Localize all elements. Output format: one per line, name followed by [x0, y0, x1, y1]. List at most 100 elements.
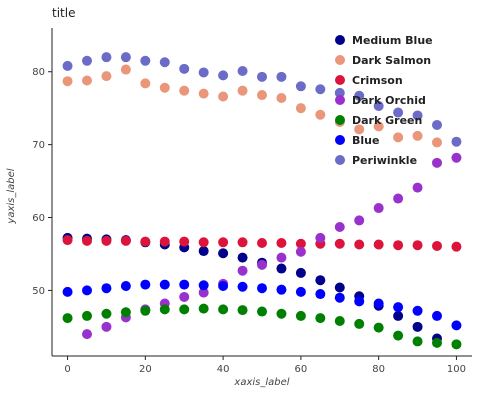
data-point-periwinkle [62, 60, 73, 71]
data-point-crimson [393, 240, 404, 251]
data-point-dark-orchid [295, 246, 306, 257]
data-point-dark-orchid [276, 252, 287, 263]
data-point-crimson [159, 236, 170, 247]
data-point-dark-green [432, 337, 442, 348]
data-point-periwinkle [373, 100, 384, 111]
data-point-dark-green [451, 339, 462, 350]
data-point-periwinkle [393, 107, 404, 118]
data-point-dark-orchid [257, 259, 267, 270]
chart-title: title [52, 6, 75, 20]
y-axis-label: yaxis_label [6, 168, 17, 224]
data-point-dark-salmon [237, 85, 248, 96]
data-point-dark-salmon [179, 85, 190, 96]
legend-item-dark-orchid: Dark Orchid [335, 94, 426, 107]
data-point-periwinkle [451, 136, 462, 147]
data-point-dark-green [120, 307, 131, 318]
data-point-dark-green [179, 304, 190, 315]
legend-item-periwinkle: Periwinkle [335, 154, 417, 167]
x-tick-label: 0 [64, 364, 70, 375]
series-dark-green [62, 303, 462, 350]
data-point-blue [451, 320, 462, 331]
data-point-periwinkle [179, 63, 190, 74]
legend-item-dark-green: Dark Green [335, 114, 422, 127]
data-point-dark-green [257, 306, 267, 317]
data-point-periwinkle [237, 66, 248, 77]
data-point-dark-orchid [198, 287, 209, 298]
data-point-crimson [451, 241, 462, 252]
data-point-dark-green [82, 310, 92, 321]
legend-marker-dark-salmon [335, 55, 345, 65]
data-point-periwinkle [257, 71, 267, 82]
legend-label-dark-orchid: Dark Orchid [352, 94, 426, 107]
data-point-dark-salmon [393, 132, 404, 143]
legend-marker-blue [335, 135, 345, 145]
series-medium-blue [62, 232, 442, 344]
data-point-blue [412, 305, 423, 316]
data-point-dark-green [159, 304, 170, 315]
data-point-crimson [334, 238, 345, 249]
data-point-periwinkle [159, 57, 170, 68]
data-point-dark-salmon [315, 109, 326, 120]
legend-label-medium-blue: Medium Blue [352, 34, 433, 47]
legend-marker-periwinkle [335, 155, 345, 165]
data-point-dark-green [373, 322, 384, 333]
x-tick-label: 20 [139, 364, 152, 375]
data-point-periwinkle [140, 55, 151, 66]
legend-item-dark-salmon: Dark Salmon [335, 54, 431, 67]
data-point-dark-green [412, 336, 423, 347]
data-point-dark-orchid [373, 203, 384, 214]
series-dark-orchid [82, 152, 462, 340]
series-blue [62, 279, 462, 331]
data-point-blue [257, 283, 267, 294]
legend-item-blue: Blue [335, 134, 379, 147]
data-point-crimson [257, 238, 267, 249]
data-point-crimson [120, 235, 131, 246]
data-point-medium-blue [198, 246, 209, 257]
data-point-dark-green [276, 308, 287, 319]
data-point-dark-orchid [82, 329, 92, 340]
data-point-dark-orchid [354, 215, 365, 226]
plot-area: 0 20 40 60 80 100 50 60 70 80 [32, 28, 472, 375]
data-point-blue [82, 285, 92, 296]
x-tick-label: 40 [217, 364, 230, 375]
data-point-dark-salmon [257, 90, 267, 101]
x-axis-label: xaxis_label [233, 377, 289, 388]
data-point-dark-salmon [120, 64, 131, 75]
data-point-dark-salmon [82, 75, 92, 86]
data-point-periwinkle [218, 70, 229, 81]
data-point-crimson [373, 239, 384, 250]
data-point-blue [101, 283, 112, 294]
data-point-periwinkle [354, 90, 365, 101]
y-tick-label: 80 [32, 67, 45, 78]
data-point-dark-green [198, 303, 209, 314]
data-point-blue [218, 281, 229, 292]
data-point-blue [432, 310, 442, 321]
data-point-dark-salmon [354, 124, 365, 135]
data-point-medium-blue [315, 275, 326, 286]
legend-marker-crimson [335, 75, 345, 85]
data-point-dark-orchid [237, 265, 248, 276]
data-point-crimson [432, 240, 442, 251]
data-point-crimson [354, 239, 365, 250]
data-point-periwinkle [295, 81, 306, 92]
data-point-periwinkle [276, 71, 287, 82]
data-point-blue [334, 292, 345, 303]
data-point-dark-salmon [140, 78, 151, 89]
data-point-crimson [198, 237, 209, 248]
data-point-blue [159, 279, 170, 290]
legend-marker-dark-green [335, 115, 345, 125]
data-point-crimson [82, 235, 92, 246]
legend-item-medium-blue: Medium Blue [335, 34, 433, 47]
data-point-dark-green [295, 310, 306, 321]
legend-marker-medium-blue [335, 35, 345, 45]
data-point-periwinkle [412, 110, 423, 121]
data-point-crimson [412, 240, 423, 251]
data-point-dark-orchid [179, 291, 190, 302]
data-point-periwinkle [101, 52, 112, 63]
data-point-dark-green [237, 305, 248, 316]
data-point-dark-green [354, 318, 365, 329]
y-tick-label: 70 [32, 140, 45, 151]
data-point-dark-salmon [412, 130, 423, 141]
data-point-medium-blue [218, 248, 229, 259]
series-periwinkle [62, 52, 462, 147]
